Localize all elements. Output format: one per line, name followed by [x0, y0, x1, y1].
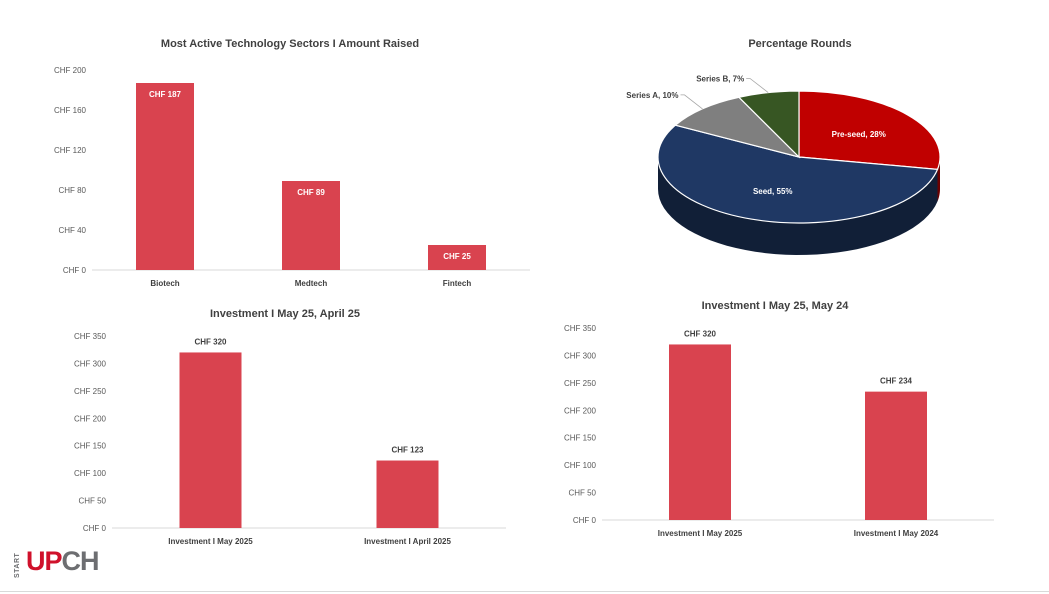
- chart-may-april-plot: CHF 0 CHF 50 CHF 100 CHF 150 CHF 200 CHF 250 C…: [74, 332, 506, 546]
- pie-label: Series A, 10%: [626, 91, 678, 100]
- y-tick-label: CHF 160: [54, 106, 87, 115]
- bar: [865, 391, 927, 520]
- logo-start-text: START: [14, 552, 21, 578]
- y-tick-label: CHF 350: [564, 324, 597, 333]
- data-label: CHF 320: [684, 329, 717, 338]
- data-label: CHF 320: [194, 337, 227, 346]
- y-tick-label: CHF 0: [573, 516, 597, 525]
- pie-label: Pre-seed, 28%: [832, 130, 886, 139]
- pie-leader-line: [680, 94, 703, 110]
- startup-ch-logo: START UPCH: [14, 544, 124, 580]
- category-label: Fintech: [443, 279, 472, 288]
- y-tick-label: CHF 100: [74, 469, 107, 478]
- y-tick-label: CHF 120: [54, 146, 87, 155]
- y-tick-label: CHF 40: [58, 226, 86, 235]
- category-label: Investment I May 2025: [168, 537, 253, 546]
- chart-may-may-title: Investment I May 25, May 24: [701, 300, 849, 312]
- y-tick-label: CHF 50: [568, 489, 596, 498]
- y-tick-label: CHF 250: [564, 379, 597, 388]
- y-tick-label: CHF 50: [78, 497, 106, 506]
- bar: [282, 181, 340, 270]
- pie-slice: [657, 124, 939, 224]
- y-tick-label: CHF 200: [564, 406, 597, 415]
- chart-may-april-title: Investment I May 25, April 25: [210, 308, 360, 320]
- bar: [376, 460, 439, 528]
- logo-up-text: UP: [26, 546, 63, 576]
- chart-may-april: Investment I May 25, April 25 CHF 0 CHF 5…: [40, 306, 530, 556]
- category-label: Biotech: [150, 279, 179, 288]
- logo-ch-text: CH: [61, 546, 100, 576]
- pie-label: Seed, 55%: [753, 187, 793, 196]
- y-tick-label: CHF 300: [564, 351, 597, 360]
- bottom-divider: [0, 591, 1049, 592]
- chart-may-may: Investment I May 25, May 24 CHF 0 CHF 50 C…: [540, 298, 1010, 548]
- chart-sectors: Most Active Technology Sectors I Amount …: [40, 36, 540, 296]
- pie-slice: [737, 90, 800, 159]
- chart-rounds-plot: Pre-seed, 28% Seed, 55% Series A, 10% Serie…: [626, 75, 941, 255]
- chart-may-may-plot: CHF 0 CHF 50 CHF 100 CHF 150 CHF 200 CHF 250 C…: [564, 324, 994, 538]
- data-label: CHF 123: [391, 446, 424, 455]
- pie-slice-side: [658, 157, 938, 255]
- pie-leader-line: [746, 78, 769, 93]
- chart-sectors-title: Most Active Technology Sectors I Amount …: [160, 38, 420, 50]
- category-label: Investment I April 2025: [364, 537, 451, 546]
- pie-label: Series B, 7%: [696, 75, 744, 84]
- category-label: Investment I May 2025: [658, 529, 743, 538]
- pie-slice: [798, 90, 941, 171]
- data-label: CHF 187: [149, 90, 182, 99]
- data-label: CHF 25: [443, 252, 471, 261]
- chart-rounds: Percentage Rounds Pre-seed, 28% Seed, 55%…: [560, 36, 1040, 276]
- chart-rounds-title: Percentage Rounds: [748, 38, 852, 50]
- category-label: Medtech: [295, 279, 328, 288]
- logo-wordmark: UPCH: [26, 544, 100, 578]
- y-tick-label: CHF 200: [54, 66, 87, 75]
- y-tick-label: CHF 80: [58, 186, 86, 195]
- y-tick-label: CHF 250: [74, 387, 107, 396]
- pie-slice: [674, 96, 801, 159]
- y-tick-label: CHF 150: [564, 434, 597, 443]
- bar: [136, 83, 194, 270]
- data-label: CHF 89: [297, 188, 325, 197]
- y-tick-label: CHF 0: [83, 524, 107, 533]
- bar: [179, 352, 242, 528]
- bar: [428, 245, 486, 270]
- y-tick-label: CHF 100: [564, 461, 597, 470]
- chart-sectors-plot: CHF 0 CHF 40 CHF 80 CHF 120 CHF 160 CHF 200 CH…: [54, 66, 530, 288]
- y-tick-label: CHF 150: [74, 442, 107, 451]
- data-label: CHF 234: [880, 377, 913, 386]
- category-label: Investment I May 2024: [854, 529, 939, 538]
- bar: [669, 344, 731, 520]
- y-tick-label: CHF 350: [74, 332, 107, 341]
- y-tick-label: CHF 0: [63, 266, 87, 275]
- y-tick-label: CHF 300: [74, 359, 107, 368]
- y-tick-label: CHF 200: [74, 414, 107, 423]
